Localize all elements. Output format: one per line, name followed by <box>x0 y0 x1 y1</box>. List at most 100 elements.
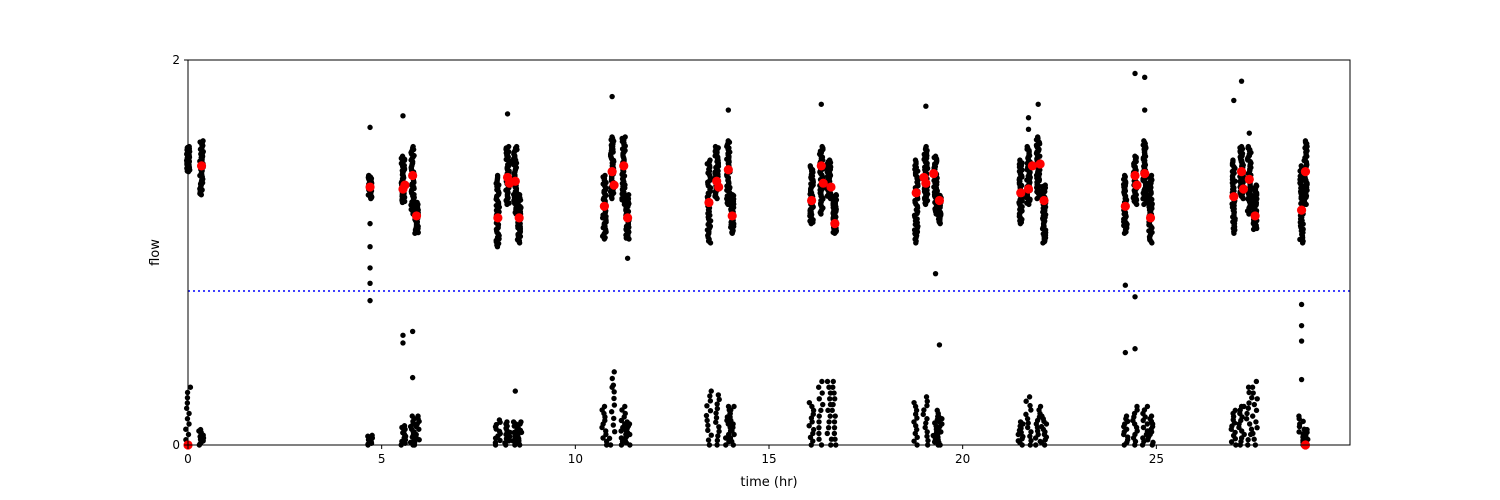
summary-point <box>1140 168 1150 179</box>
raw-point <box>816 436 822 442</box>
axes: 0 5 10 15 20 25 0 2 <box>172 53 1351 466</box>
raw-point <box>400 113 406 119</box>
summary-point <box>1016 188 1026 198</box>
raw-point <box>183 405 190 411</box>
raw-point <box>606 435 613 442</box>
raw-point <box>923 420 929 426</box>
raw-point <box>1253 378 1260 385</box>
raw-point <box>921 407 927 413</box>
raw-point <box>1298 376 1305 383</box>
raw-point <box>1245 437 1251 443</box>
x-axis-label: time (hr) <box>740 475 797 490</box>
raw-point <box>1132 346 1138 352</box>
raw-point <box>200 138 206 144</box>
summary-point <box>1039 195 1049 206</box>
raw-point <box>816 424 822 431</box>
summary-point <box>1250 211 1260 221</box>
raw-point <box>725 107 732 113</box>
raw-point <box>400 340 406 346</box>
raw-point <box>1028 407 1034 413</box>
raw-cluster <box>411 199 422 448</box>
raw-point <box>1035 101 1041 107</box>
raw-point <box>936 342 943 348</box>
raw-point <box>1253 407 1260 414</box>
raw-point <box>911 419 917 425</box>
raw-point <box>703 412 710 419</box>
raw-point <box>809 403 815 410</box>
raw-point <box>611 402 618 408</box>
raw-point <box>912 157 919 163</box>
raw-point <box>602 172 608 179</box>
raw-point <box>496 417 503 423</box>
raw-point <box>934 407 940 414</box>
summary-point <box>607 167 617 177</box>
summary-point <box>1027 161 1037 171</box>
raw-point <box>411 429 417 435</box>
raw-point <box>1027 433 1033 439</box>
summary-point <box>934 195 945 206</box>
raw-point <box>925 437 931 444</box>
raw-point <box>922 424 928 431</box>
raw-point <box>816 396 822 402</box>
raw-point <box>826 157 833 163</box>
raw-cluster <box>1236 78 1247 448</box>
raw-point <box>708 388 714 394</box>
raw-point <box>810 411 816 417</box>
raw-point <box>820 401 826 408</box>
raw-point <box>832 413 838 419</box>
raw-point <box>819 143 825 150</box>
raw-point <box>401 423 408 429</box>
raw-cluster <box>1130 70 1140 448</box>
raw-point <box>704 403 710 409</box>
raw-cluster <box>920 103 931 448</box>
raw-point <box>611 395 617 402</box>
raw-point <box>728 407 734 413</box>
raw-point <box>184 416 191 422</box>
x-tick-label: 20 <box>955 452 970 466</box>
raw-point <box>1249 413 1256 419</box>
raw-point <box>186 421 192 427</box>
raw-cluster <box>1015 157 1026 448</box>
raw-point <box>920 411 926 418</box>
raw-point <box>707 398 714 404</box>
raw-point <box>705 427 711 433</box>
y-tick-label: 0 <box>172 438 180 452</box>
x-tick-label: 15 <box>761 452 776 466</box>
raw-point <box>1296 429 1302 435</box>
raw-point <box>183 426 189 432</box>
summary-point <box>1120 201 1130 211</box>
raw-point <box>1125 434 1131 440</box>
raw-point <box>807 163 813 169</box>
summary-point <box>1023 184 1034 194</box>
raw-point <box>407 439 414 446</box>
raw-cluster <box>806 163 817 448</box>
raw-point <box>409 374 416 381</box>
raw-point <box>1122 349 1129 356</box>
raw-point <box>1296 413 1302 419</box>
raw-point <box>816 430 822 437</box>
x-tick-label: 10 <box>568 452 583 466</box>
raw-point <box>409 328 416 335</box>
raw-point <box>492 440 499 446</box>
raw-point <box>713 415 720 421</box>
summary-point <box>723 165 733 175</box>
raw-point <box>1141 407 1148 413</box>
raw-point <box>497 437 503 444</box>
summary-point <box>411 211 422 221</box>
raw-point <box>1249 395 1255 401</box>
raw-point <box>1144 421 1151 427</box>
raw-point <box>932 153 939 159</box>
raw-cluster <box>1120 172 1131 448</box>
raw-point <box>502 440 508 446</box>
raw-point <box>367 220 373 227</box>
raw-point <box>713 419 719 425</box>
summary-point <box>609 180 619 190</box>
raw-point <box>932 270 939 277</box>
y-tick-label: 2 <box>172 53 180 67</box>
raw-point <box>818 101 824 107</box>
raw-point <box>924 398 930 404</box>
raw-point <box>610 422 617 428</box>
raw-point <box>1024 143 1030 150</box>
raw-point <box>1251 436 1257 442</box>
